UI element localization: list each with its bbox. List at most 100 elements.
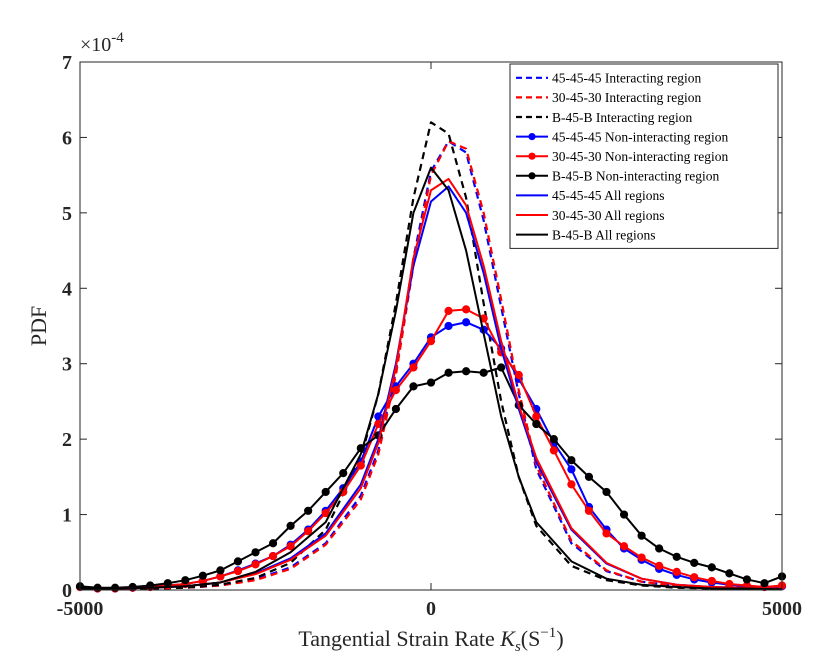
data-point — [549, 446, 558, 455]
legend-label: 30-45-30 All regions — [552, 208, 665, 223]
y-tick-label: 4 — [62, 278, 72, 300]
y-exponent-power: -4 — [111, 30, 124, 46]
legend-entry: 30-45-30 Non-interacting region — [516, 149, 728, 164]
x-tick-label: 0 — [426, 598, 436, 620]
data-point — [567, 465, 576, 474]
data-point — [602, 487, 611, 497]
data-point — [426, 336, 436, 346]
data-point — [672, 567, 681, 577]
data-point — [198, 571, 207, 580]
data-point — [286, 542, 295, 551]
data-point — [444, 321, 453, 331]
x-axis-label-paren: (S — [521, 626, 541, 651]
legend-marker — [528, 133, 536, 141]
data-point — [462, 305, 471, 314]
legend-entry: B-45-B Non-interacting region — [516, 169, 719, 184]
data-point — [462, 367, 471, 376]
data-point — [742, 575, 752, 584]
series-b-45-b-all-regions — [80, 166, 783, 591]
x-tick-label: 5000 — [762, 598, 802, 620]
y-tick-label: 6 — [62, 127, 72, 149]
data-point — [268, 551, 278, 561]
x-axis-label-close: ) — [556, 626, 563, 651]
data-point — [163, 579, 172, 588]
data-point — [760, 579, 769, 588]
series-b-45-b-non-interacting-region — [75, 363, 787, 592]
data-point — [304, 506, 313, 515]
data-point — [444, 368, 453, 377]
x-tick-label: -5000 — [57, 598, 104, 620]
data-point — [321, 487, 330, 497]
data-point — [233, 557, 243, 566]
legend-marker — [528, 152, 536, 160]
data-point — [725, 569, 734, 578]
data-point — [356, 461, 365, 470]
data-point — [426, 378, 436, 387]
legend-entry: 30-45-30 Interacting region — [516, 90, 701, 105]
data-point — [462, 318, 471, 327]
data-point — [233, 567, 243, 576]
data-point — [707, 563, 716, 572]
data-point — [584, 506, 594, 515]
data-point — [707, 576, 716, 586]
data-point — [497, 363, 506, 372]
legend-label: 30-45-30 Non-interacting region — [552, 149, 728, 164]
y-tick-label: 3 — [62, 354, 72, 376]
y-tick-label: 1 — [62, 505, 72, 527]
legend-label: 45-45-45 Non-interacting region — [552, 129, 728, 144]
x-axis-label-subscript: s — [515, 639, 521, 655]
legend-label: 45-45-45 Interacting region — [552, 71, 701, 86]
data-point — [339, 468, 348, 478]
data-point — [444, 306, 453, 316]
data-point — [655, 544, 664, 553]
legend-entry: 45-45-45 All regions — [516, 188, 665, 203]
y-tick-label: 5 — [62, 203, 72, 225]
data-point — [251, 548, 260, 557]
x-axis-label-text: Tangential Strain Rate — [298, 626, 494, 651]
legend-entry: 45-45-45 Interacting region — [516, 71, 701, 86]
data-point — [391, 386, 400, 395]
data-point — [532, 419, 541, 429]
data-point — [637, 531, 646, 540]
legend-box — [509, 63, 779, 249]
data-point — [690, 573, 699, 582]
data-point — [286, 521, 295, 530]
data-point — [619, 542, 629, 551]
data-point — [268, 539, 278, 548]
legend-entry: B-45-B Interacting region — [516, 110, 692, 125]
data-point — [391, 404, 400, 414]
data-point — [409, 363, 418, 372]
x-axis-label-symbol: K — [499, 626, 516, 651]
legend-label: 30-45-30 Interacting region — [552, 90, 701, 105]
data-point — [304, 527, 313, 536]
data-point — [479, 368, 488, 377]
legend-marker — [528, 172, 536, 180]
legend-entry: 45-45-45 Non-interacting region — [516, 129, 728, 144]
data-point — [567, 480, 576, 489]
data-point — [251, 560, 260, 569]
data-point — [567, 456, 576, 465]
data-point — [672, 552, 681, 561]
y-tick-label: 0 — [62, 580, 72, 602]
legend-label: B-45-B All regions — [552, 227, 656, 242]
data-point — [409, 382, 418, 391]
legend-label: B-45-B Interacting region — [552, 110, 692, 125]
data-point — [532, 412, 541, 421]
data-point — [619, 510, 629, 519]
data-point — [549, 435, 558, 444]
legend: 45-45-45 Interacting region 30-45-30 Inte… — [509, 63, 779, 249]
data-point — [655, 561, 664, 570]
y-tick-label: 2 — [62, 429, 72, 451]
data-point — [690, 558, 699, 567]
legend-entry: B-45-B All regions — [516, 227, 656, 242]
data-point — [216, 566, 225, 575]
x-axis-label-superscript: −1 — [540, 625, 556, 641]
data-point — [181, 576, 190, 585]
legend-label: B-45-B Non-interacting region — [552, 169, 719, 184]
data-point — [514, 370, 523, 380]
y-axis-label: PDF — [26, 306, 51, 346]
data-point — [602, 529, 611, 538]
data-point — [584, 472, 594, 481]
